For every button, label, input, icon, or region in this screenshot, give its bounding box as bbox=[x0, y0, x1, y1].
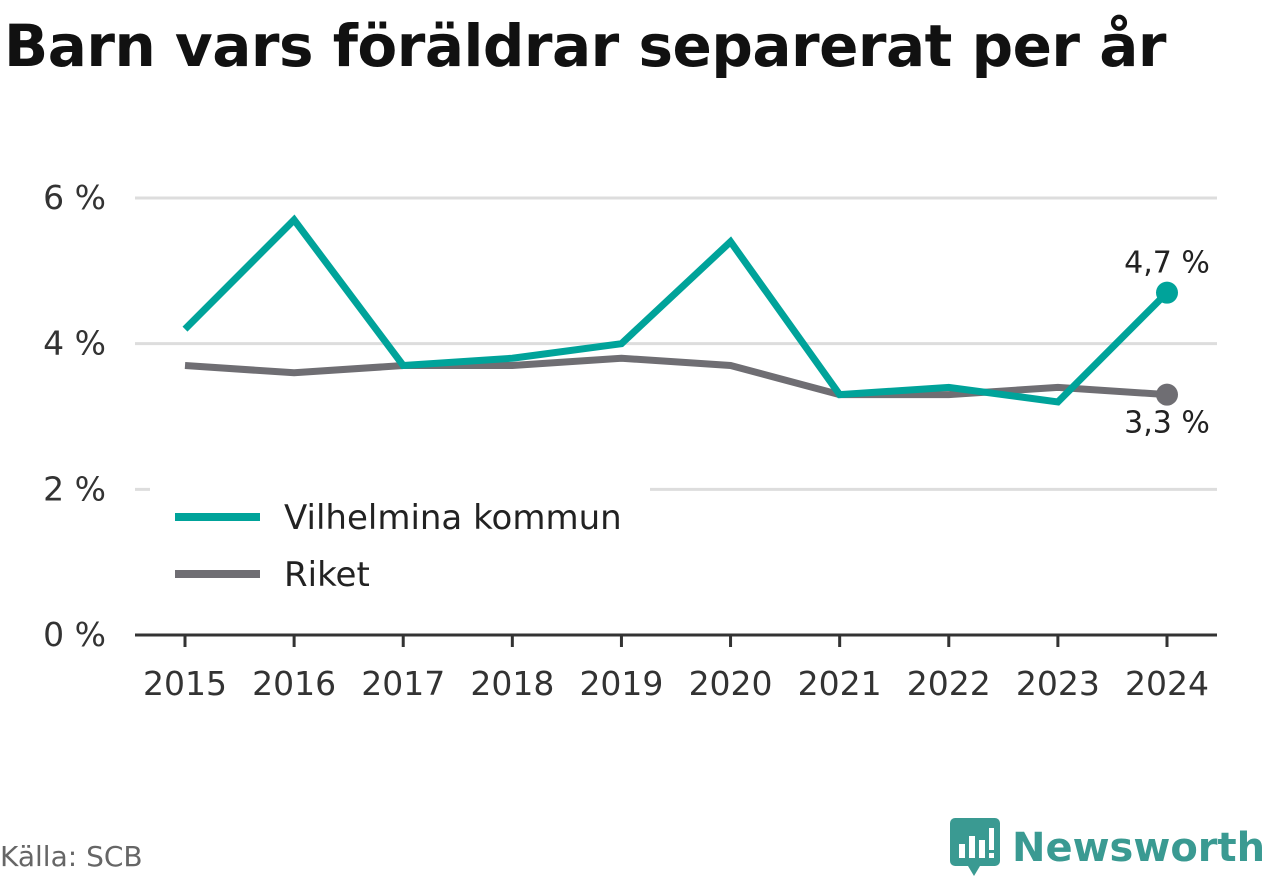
x-tick-label: 2018 bbox=[470, 664, 554, 703]
x-tick-label: 2017 bbox=[361, 664, 445, 703]
end-value-label-0: 4,7 % bbox=[1124, 246, 1210, 281]
end-value-labels: 4,7 % 3,3 % bbox=[1124, 246, 1210, 441]
x-tick-label: 2016 bbox=[252, 664, 336, 703]
x-tick-label: 2023 bbox=[1016, 664, 1100, 703]
series-end-point-0 bbox=[1156, 281, 1178, 304]
x-tick-label: 2021 bbox=[798, 664, 882, 703]
newsworthy-logo-icon bbox=[950, 818, 1000, 876]
y-tick-label: 6 % bbox=[43, 178, 106, 217]
legend-label-1: Riket bbox=[284, 555, 370, 595]
legend-background bbox=[150, 478, 650, 608]
series-line-1 bbox=[184, 354, 1168, 399]
brand-logo: Newsworthy bbox=[950, 818, 1262, 878]
x-tick-label: 2019 bbox=[579, 664, 663, 703]
x-tick-label: 2024 bbox=[1125, 664, 1209, 703]
grid-lines bbox=[135, 196, 1217, 491]
x-tick-label: 2015 bbox=[143, 664, 227, 703]
x-axis-ticks: 2015 2016 2017 2018 2019 2020 2021 2022 2023 2024 bbox=[143, 635, 1209, 703]
series-line-0 bbox=[182, 214, 1170, 406]
source-note: Källa: SCB bbox=[0, 840, 143, 873]
series-lines bbox=[182, 214, 1178, 406]
end-value-label-1: 3,3 % bbox=[1124, 406, 1210, 441]
x-tick-label: 2020 bbox=[689, 664, 773, 703]
legend: Vilhelmina kommun Riket bbox=[150, 478, 650, 608]
series-end-point-1 bbox=[1156, 383, 1178, 406]
chart-title: Barn vars föräldrar separerat per år bbox=[4, 12, 1166, 80]
brand-name: Newsworthy bbox=[1012, 825, 1262, 871]
legend-label-0: Vilhelmina kommun bbox=[284, 498, 622, 538]
x-tick-label: 2022 bbox=[907, 664, 991, 703]
y-tick-label: 4 % bbox=[43, 324, 106, 363]
y-tick-label: 2 % bbox=[43, 469, 106, 508]
y-tick-label: 0 % bbox=[43, 615, 106, 654]
y-axis-ticks: 0 % 2 % 4 % 6 % bbox=[43, 178, 106, 654]
